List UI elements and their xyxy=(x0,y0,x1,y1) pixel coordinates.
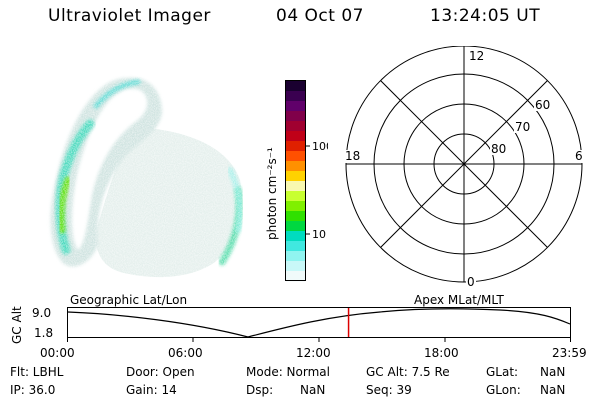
status-mode: Mode: Normal xyxy=(246,365,330,379)
status-gc-alt: GC Alt: 7.5 Re xyxy=(366,365,450,379)
timeline-x-tick: 00:00 xyxy=(40,346,75,360)
lat-label-60: 60 xyxy=(535,98,550,112)
colorbar-step xyxy=(286,131,305,142)
timeline-frame xyxy=(67,307,571,338)
colorbar-step xyxy=(286,251,305,262)
timeline-x-tick: 23:59 xyxy=(552,346,587,360)
status-dsp-label: Dsp: xyxy=(246,383,274,397)
timeline-right-label: Apex MLat/MLT xyxy=(414,293,504,307)
timeline-x-tick: 06:00 xyxy=(168,346,203,360)
colorbar-step xyxy=(286,221,305,232)
auroral-image xyxy=(40,70,250,285)
status-glon-value: NaN xyxy=(540,383,566,397)
colorbar-step xyxy=(286,121,305,132)
timeline-y-tick: 9.0 xyxy=(32,306,51,320)
status-glat-value: NaN xyxy=(540,365,566,379)
status-dsp-value: NaN xyxy=(300,383,326,397)
colorbar-step xyxy=(286,211,305,222)
mlt-label-18: 18 xyxy=(345,149,360,163)
timeline-x-tick: 18:00 xyxy=(424,346,459,360)
colorbar-step xyxy=(286,101,305,112)
colorbar-step xyxy=(286,191,305,202)
app-title: Ultraviolet Imager xyxy=(48,6,211,26)
lat-label-70: 70 xyxy=(515,120,530,134)
polar-diagonal xyxy=(380,80,548,248)
mlt-label-12: 12 xyxy=(469,49,484,63)
timeline-x-tick: 12:00 xyxy=(296,346,331,360)
image-noise xyxy=(40,70,250,285)
mlt-label-6: 6 xyxy=(575,149,583,163)
lat-label-80: 80 xyxy=(491,142,506,156)
colorbar-step xyxy=(286,81,305,92)
observation-time: 13:24:05 UT xyxy=(430,6,541,26)
status-gain: Gain: 14 xyxy=(126,383,177,397)
colorbar-step xyxy=(286,231,305,242)
colorbar-step xyxy=(286,141,305,152)
polar-plot: 12 0 18 6 60 70 80 xyxy=(344,46,584,286)
orbit-altitude-curve xyxy=(67,308,571,338)
colorbar-step xyxy=(286,271,305,282)
status-seq: Seq: 39 xyxy=(366,383,412,397)
timeline-left-label: Geographic Lat/Lon xyxy=(70,293,188,307)
status-glon-label: GLon: xyxy=(486,383,521,397)
colorbar-step xyxy=(286,161,305,172)
colorbar-step xyxy=(286,201,305,212)
observation-date: 04 Oct 07 xyxy=(276,6,364,26)
colorbar-unit-label: photon cm⁻²s⁻¹ xyxy=(265,147,279,240)
colorbar: 100 10 photon cm⁻²s⁻¹ xyxy=(258,76,333,286)
colorbar-tick-label: 10 xyxy=(312,228,326,241)
colorbar-step xyxy=(286,261,305,272)
orbit-timeline: GC Alt 9.0 1.8 xyxy=(10,306,571,344)
colorbar-step xyxy=(286,181,305,192)
status-door: Door: Open xyxy=(126,365,195,379)
status-filter: Flt: LBHL xyxy=(10,365,64,379)
status-glat-label: GLat: xyxy=(486,365,519,379)
colorbar-tick-label: 100 xyxy=(312,140,328,153)
colorbar-step xyxy=(286,91,305,102)
timeline-y-tick: 1.8 xyxy=(34,326,53,340)
timeline-y-axis-title: GC Alt xyxy=(10,306,24,344)
colorbar-step xyxy=(286,151,305,162)
colorbar-step xyxy=(286,241,305,252)
colorbar-step xyxy=(286,111,305,122)
status-ip: IP: 36.0 xyxy=(10,383,56,397)
colorbar-step xyxy=(286,171,305,182)
mlt-label-0: 0 xyxy=(467,275,475,286)
colorbar-steps xyxy=(286,81,305,282)
